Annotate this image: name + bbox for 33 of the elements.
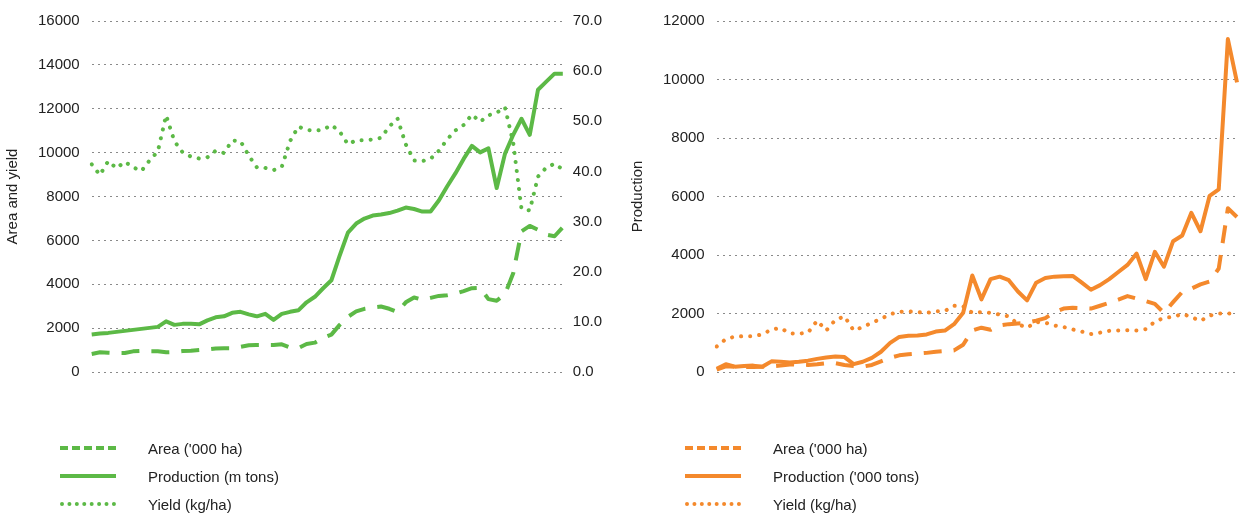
y-tick-label: 2000	[46, 318, 80, 336]
legend-label: Yield (kg/ha)	[148, 495, 232, 513]
y2-tick-label: 10.0	[572, 312, 603, 329]
y-tick-label: 14000	[37, 55, 80, 73]
y-tick-label: 4000	[46, 274, 80, 292]
y-tick-label: 4000	[671, 245, 705, 263]
y2-tick-label: 60.0	[572, 61, 603, 79]
legend-label: Area ('000 ha)	[148, 439, 243, 457]
legend-label: Production (m tons)	[148, 467, 279, 485]
y-tick-label: 6000	[46, 230, 80, 248]
y2-tick-label: 0.0	[572, 362, 594, 380]
y2-tick-label: 70.0	[572, 11, 603, 29]
legend-label: Area ('000 ha)	[773, 439, 868, 457]
y-tick-label: 0	[71, 362, 80, 380]
y-tick-label: 12000	[662, 11, 705, 29]
y2-tick-label: 30.0	[572, 211, 603, 229]
y-axis-title: Production	[628, 160, 646, 233]
y-axis-title: Area and yield	[3, 148, 21, 245]
line-series	[89, 223, 565, 356]
y-tick-label: 12000	[37, 98, 80, 116]
y-tick-label: 10000	[662, 69, 705, 87]
y-tick-label: 6000	[671, 186, 705, 204]
y2-tick-label: 20.0	[572, 261, 603, 279]
y-tick-label: 16000	[37, 11, 80, 29]
y-tick-label: 10000	[37, 142, 80, 160]
legend-label: Production ('000 tons)	[773, 467, 920, 485]
y-tick-label: 8000	[671, 128, 705, 146]
y-tick-label: 8000	[46, 186, 80, 204]
y-tick-label: 2000	[671, 303, 705, 321]
legend-label: Yield (kg/ha)	[773, 495, 857, 513]
y2-tick-label: 50.0	[572, 111, 603, 129]
y-tick-label: 0	[696, 362, 705, 380]
y2-tick-label: 40.0	[572, 161, 603, 179]
